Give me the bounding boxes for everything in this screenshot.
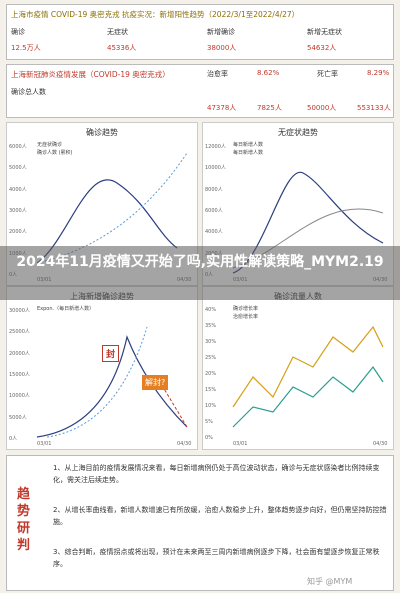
y-tick-label: 12000人 xyxy=(205,144,226,150)
y-tick-label: 10% xyxy=(205,403,217,409)
summary-title: 上海新冠肺炎疫情发展（COVID-19 奥密克戎） xyxy=(11,70,170,79)
y-tick-label: 15% xyxy=(205,387,217,393)
watermark: 知乎 @MYM xyxy=(307,577,353,586)
y-tick-label: 4000人 xyxy=(205,229,223,236)
stat-label: 新增无症状 xyxy=(307,28,342,36)
y-tick-label: 40% xyxy=(205,307,217,313)
paragraph: 1、从上海目前的疫情发展情况来看，每日新增病例仍处于高位波动状态，确诊与无症状感… xyxy=(53,464,380,484)
y-tick-label: 15000人 xyxy=(9,372,30,378)
summary-stat: 553133人 xyxy=(357,104,391,112)
chart-lines xyxy=(232,325,384,428)
x-tick-label: 03/01 xyxy=(37,441,52,447)
panel-title: 无症状趋势 xyxy=(278,128,318,137)
legend-item: 每日新增人数 xyxy=(233,142,264,148)
lockdown-label: 封 xyxy=(102,345,120,362)
y-tick-label: 30000人 xyxy=(9,308,30,314)
x-tick-label: 04/30 xyxy=(177,441,192,447)
y-tick-label: 35% xyxy=(205,323,217,329)
legend-item: 无症状确诊 xyxy=(37,142,63,148)
chart-panel: 确诊流量人数确诊增长率治愈增长率40%35%30%25%20%15%10%5%0… xyxy=(202,286,394,450)
x-tick-label: 03/01 xyxy=(233,441,248,447)
analysis-box: 趋势研判 1、从上海目前的疫情发展情况来看，每日新增病例仍处于高位波动状态，确诊… xyxy=(6,455,394,591)
y-tick-label: 2000人 xyxy=(9,229,27,236)
y-tick-label: 10000人 xyxy=(205,165,226,172)
summary-label: 死亡率 xyxy=(317,70,338,78)
summary-value: 8.62% xyxy=(257,69,280,77)
summary-stat: 47378人 xyxy=(207,104,237,112)
stat-value: 12.5万人 xyxy=(11,44,41,52)
header-box: 上海市疫情 COVID-19 奥密克戎 抗疫实况：新增阳性趋势（2022/3/1… xyxy=(6,4,394,60)
y-tick-label: 0人 xyxy=(9,436,18,442)
y-tick-label: 20% xyxy=(205,371,217,377)
y-tick-label: 25000人 xyxy=(9,329,30,336)
legend-item: Expon.（每日新增人数） xyxy=(37,306,95,312)
stat-value: 54632人 xyxy=(307,44,337,52)
legend-item: 治愈增长率 xyxy=(233,314,259,320)
summary-value: 8.29% xyxy=(367,69,390,77)
y-tick-label: 5000人 xyxy=(9,165,27,172)
y-tick-label: 30% xyxy=(205,339,217,345)
stat-label: 确诊 xyxy=(11,28,25,36)
summary-stat: 50000人 xyxy=(307,104,337,112)
stat-label: 新增确诊 xyxy=(207,28,235,36)
paragraph: 3、综合判断，疫情拐点或将出现，预计在未来两至三周内新增病例逐步下降，社会面有望… xyxy=(53,548,380,568)
y-tick-label: 5% xyxy=(205,419,213,425)
summary-label: 治愈率 xyxy=(207,70,228,78)
overlay-title: 2024年11月疫情又开始了吗,实用性解读策略_MYM2.19 xyxy=(0,246,400,300)
legend-item: 每日新增人数 xyxy=(233,150,264,156)
y-tick-label: 20000人 xyxy=(9,350,30,357)
legend-item: 确诊增长率 xyxy=(233,306,259,312)
stat-value: 45336人 xyxy=(107,44,137,52)
chart-panel: 上海新增确诊趋势Expon.（每日新增人数）30000人25000人20000人… xyxy=(6,286,198,450)
analysis-label: 趋势研判 xyxy=(17,487,31,553)
y-tick-label: 5000人 xyxy=(9,414,27,421)
y-tick-label: 3000人 xyxy=(9,208,27,214)
stat-value: 38000人 xyxy=(207,44,237,52)
y-tick-label: 10000人 xyxy=(9,393,30,400)
x-tick-label: 04/30 xyxy=(373,441,388,447)
paragraph: 2、从增长率曲线看，新增人数增速已有所放缓，治愈人数稳步上升，整体趋势逐步向好，… xyxy=(53,506,387,526)
summary-box: 上海新冠肺炎疫情发展（COVID-19 奥密克戎） 治愈率 8.62% 死亡率 … xyxy=(6,64,394,118)
reopen-label: 解封? xyxy=(142,375,169,390)
summary-stat: 7825人 xyxy=(257,104,282,112)
y-tick-label: 6000人 xyxy=(205,208,223,214)
legend-item: 确诊人数 (累积) xyxy=(37,150,73,156)
panel-title: 确诊趋势 xyxy=(86,128,118,137)
stat-label: 无症状 xyxy=(107,28,128,36)
header-title: 上海市疫情 COVID-19 奥密克戎 抗疫实况：新增阳性趋势（2022/3/1… xyxy=(11,10,300,19)
summary-label: 确诊总人数 xyxy=(11,88,46,96)
chart-lines xyxy=(36,326,188,438)
y-tick-label: 0% xyxy=(205,435,213,441)
y-tick-label: 4000人 xyxy=(9,186,27,193)
y-tick-label: 6000人 xyxy=(9,144,27,150)
y-tick-label: 8000人 xyxy=(205,186,223,193)
y-tick-label: 25% xyxy=(205,355,217,361)
